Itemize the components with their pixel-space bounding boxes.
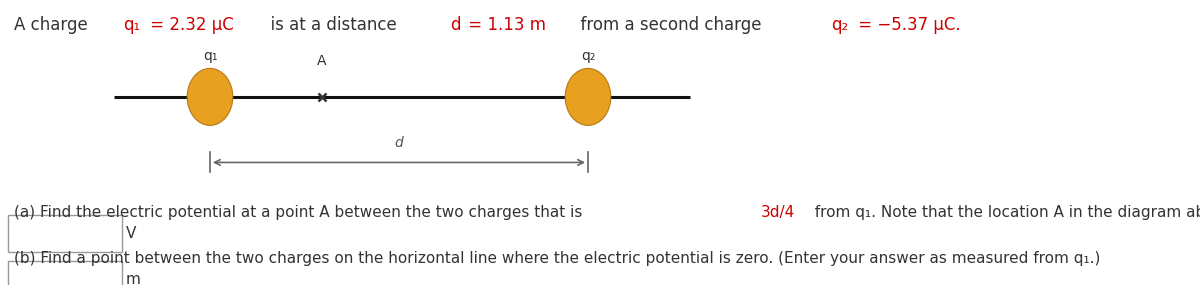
Text: q₁: q₁ (124, 16, 140, 34)
FancyBboxPatch shape (8, 261, 122, 285)
Text: = 2.32 µC: = 2.32 µC (145, 16, 234, 34)
FancyBboxPatch shape (8, 215, 122, 252)
Text: d: d (450, 16, 461, 34)
Text: is at a distance: is at a distance (259, 16, 407, 34)
Text: q₂: q₂ (581, 49, 595, 63)
Text: (b) Find a point between the two charges on the horizontal line where the electr: (b) Find a point between the two charges… (14, 251, 1100, 266)
Text: 3d/4: 3d/4 (761, 205, 794, 220)
Text: q₂: q₂ (832, 16, 848, 34)
Text: = 1.13 m: = 1.13 m (463, 16, 546, 34)
Text: m: m (126, 272, 140, 285)
Text: from q₁. Note that the location A in the diagram above is not to scale.: from q₁. Note that the location A in the… (804, 205, 1200, 220)
Text: A: A (317, 54, 326, 68)
Text: d: d (395, 136, 403, 150)
Text: (a) Find the electric potential at a point A between the two charges that is: (a) Find the electric potential at a poi… (14, 205, 593, 220)
Ellipse shape (187, 68, 233, 125)
Ellipse shape (565, 68, 611, 125)
Text: from a second charge: from a second charge (570, 16, 773, 34)
Text: A charge: A charge (14, 16, 98, 34)
Text: q₁: q₁ (203, 49, 217, 63)
Text: V: V (126, 226, 137, 241)
Text: = −5.37 µC.: = −5.37 µC. (853, 16, 961, 34)
